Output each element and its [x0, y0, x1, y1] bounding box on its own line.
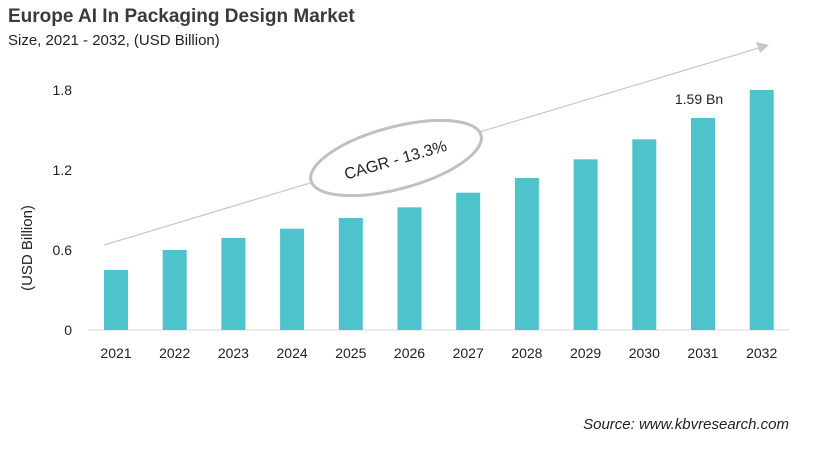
- x-tick-label: 2021: [100, 345, 131, 361]
- x-tick-label: 2032: [746, 345, 777, 361]
- x-tick-label: 2025: [335, 345, 366, 361]
- x-tick-label: 2030: [629, 345, 660, 361]
- bar-2025: [338, 218, 363, 330]
- bar-2031: [691, 118, 715, 330]
- trend-arrow-head: [756, 42, 769, 53]
- bar-2032: [749, 90, 774, 330]
- bar-2023: [221, 238, 246, 330]
- y-tick-label: 1.8: [53, 82, 73, 98]
- x-tick-label: 2026: [394, 345, 425, 361]
- x-tick-label: 2024: [277, 345, 308, 361]
- bar-2030: [632, 139, 657, 330]
- x-tick-label: 2031: [687, 345, 718, 361]
- x-tick-label: 2023: [218, 345, 249, 361]
- bar-2024: [280, 228, 305, 330]
- bar-2022: [162, 250, 187, 330]
- source-note: Source: www.kbvresearch.com: [583, 416, 789, 433]
- bar-2026: [397, 207, 422, 330]
- x-tick-label: 2029: [570, 345, 601, 361]
- x-tick-label: 2028: [511, 345, 542, 361]
- bar-2027: [456, 192, 481, 330]
- chart-title: Europe AI In Packaging Design Market: [8, 6, 355, 27]
- bar-2029: [573, 159, 598, 330]
- y-axis-label: (USD Billion): [19, 205, 36, 291]
- x-tick-label: 2022: [159, 345, 190, 361]
- value-label-2031: 1.59 Bn: [675, 91, 723, 107]
- y-tick-label: 0.6: [53, 242, 73, 258]
- bar-2021: [104, 270, 128, 330]
- y-tick-label: 0: [64, 322, 72, 338]
- chart-subtitle: Size, 2021 - 2032, (USD Billion): [8, 32, 220, 49]
- cagr-ellipse: [309, 118, 483, 198]
- bar-2028: [514, 178, 539, 330]
- x-tick-label: 2027: [453, 345, 484, 361]
- y-tick-label: 1.2: [53, 162, 73, 178]
